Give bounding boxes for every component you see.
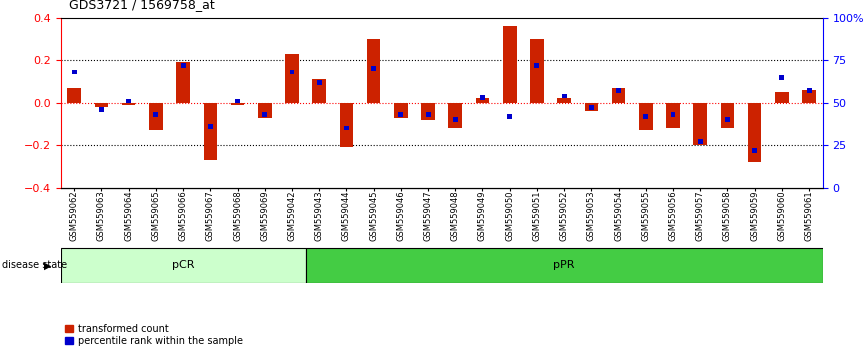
Bar (802, 90, 816, 103)
Bar (99, 107, 104, 112)
Bar (258, 103, 272, 118)
Bar (398, 112, 404, 117)
Text: GSM559045: GSM559045 (369, 190, 378, 241)
Bar (643, 114, 649, 119)
Bar (306, 248, 823, 283)
Bar (394, 103, 408, 118)
Text: GSM559057: GSM559057 (695, 190, 705, 241)
Text: GSM559064: GSM559064 (124, 190, 133, 241)
Bar (449, 103, 462, 128)
Bar (421, 103, 435, 120)
Text: GSM559053: GSM559053 (587, 190, 596, 241)
Bar (562, 93, 566, 98)
Text: pCR: pCR (171, 261, 194, 270)
Text: GSM559049: GSM559049 (478, 190, 487, 241)
Legend: transformed count, percentile rank within the sample: transformed count, percentile rank withi… (66, 324, 243, 346)
Text: GSM559046: GSM559046 (397, 190, 405, 241)
Text: pPR: pPR (553, 261, 575, 270)
Bar (344, 126, 349, 131)
Text: GSM559047: GSM559047 (423, 190, 432, 241)
Bar (698, 139, 702, 144)
Bar (339, 103, 353, 147)
Bar (177, 62, 190, 103)
Text: GSM559065: GSM559065 (152, 190, 160, 241)
Bar (367, 39, 380, 103)
Bar (616, 88, 621, 93)
Bar (806, 88, 811, 93)
Text: GSM559060: GSM559060 (778, 190, 786, 241)
Bar (262, 112, 268, 117)
Text: GSM559050: GSM559050 (505, 190, 514, 241)
Bar (149, 103, 163, 130)
Text: GSM559059: GSM559059 (750, 190, 759, 241)
Bar (666, 103, 680, 128)
Bar (480, 95, 485, 100)
Text: disease state: disease state (2, 261, 67, 270)
Bar (639, 103, 653, 130)
Text: GSM559048: GSM559048 (451, 190, 460, 241)
Text: GSM559068: GSM559068 (233, 190, 242, 241)
Bar (122, 103, 135, 105)
Text: GSM559063: GSM559063 (97, 190, 106, 241)
Bar (589, 105, 594, 110)
Bar (208, 124, 213, 129)
Text: GSM559051: GSM559051 (533, 190, 541, 241)
Text: GSM559043: GSM559043 (314, 190, 324, 241)
Bar (558, 98, 571, 103)
Text: GSM559052: GSM559052 (559, 190, 569, 241)
Bar (317, 80, 321, 85)
Bar (611, 88, 625, 103)
Bar (235, 99, 240, 103)
Bar (507, 114, 512, 119)
Text: GSM559069: GSM559069 (261, 190, 269, 241)
Text: ▶: ▶ (44, 261, 52, 270)
Bar (670, 112, 675, 117)
Text: GSM559042: GSM559042 (288, 190, 296, 241)
Bar (585, 103, 598, 111)
Text: GDS3721 / 1569758_at: GDS3721 / 1569758_at (69, 0, 215, 11)
Bar (753, 148, 757, 153)
Bar (425, 112, 430, 117)
Bar (72, 70, 77, 74)
Bar (61, 248, 306, 283)
Bar (530, 39, 544, 103)
Bar (725, 117, 730, 122)
Bar (453, 117, 458, 122)
Bar (372, 66, 376, 71)
Bar (289, 70, 294, 74)
Bar (475, 98, 489, 103)
Bar (230, 103, 244, 105)
Text: GSM559044: GSM559044 (342, 190, 351, 241)
Bar (204, 103, 217, 160)
Text: GSM559066: GSM559066 (178, 190, 188, 241)
Bar (68, 88, 81, 103)
Bar (313, 79, 326, 103)
Text: GSM559061: GSM559061 (805, 190, 813, 241)
Bar (775, 92, 789, 103)
Text: GSM559058: GSM559058 (723, 190, 732, 241)
Text: GSM559062: GSM559062 (70, 190, 79, 241)
Bar (126, 99, 131, 103)
Bar (285, 54, 299, 103)
Bar (94, 103, 108, 107)
Bar (779, 75, 785, 80)
Bar (503, 26, 516, 103)
Bar (748, 103, 761, 162)
Bar (721, 103, 734, 128)
Text: GSM559056: GSM559056 (669, 190, 677, 241)
Bar (534, 63, 540, 68)
Bar (181, 63, 185, 68)
Text: GSM559067: GSM559067 (206, 190, 215, 241)
Text: GSM559054: GSM559054 (614, 190, 623, 241)
Bar (153, 112, 158, 117)
Bar (694, 103, 707, 145)
Text: GSM559055: GSM559055 (642, 190, 650, 241)
